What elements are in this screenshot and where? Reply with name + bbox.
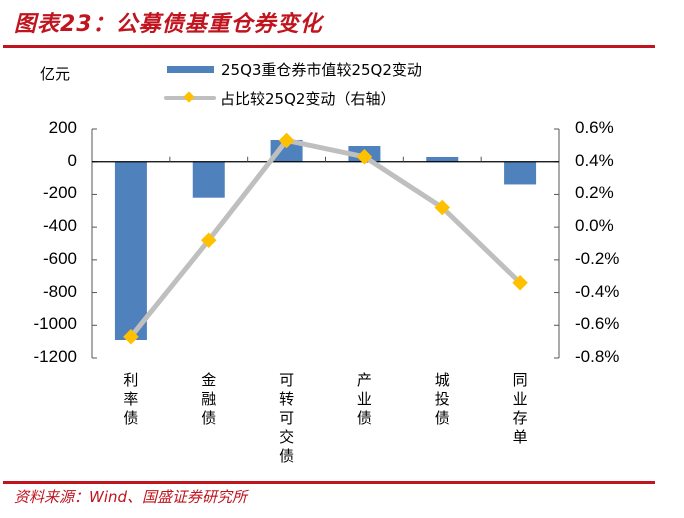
- line-series: [123, 132, 528, 345]
- right-y-tick-label: -0.4%: [575, 281, 620, 301]
- source-note: 资料来源：Wind、国盛证券研究所: [14, 488, 248, 506]
- chart-title: 图表23：公募债基重仓券变化: [14, 12, 323, 37]
- diamond-marker-icon: [278, 132, 295, 149]
- line-swatch-icon: [164, 91, 216, 105]
- legend-line-label: 占比较25Q2变动（右轴）: [220, 89, 396, 108]
- footer-divider: [3, 481, 655, 484]
- diamond-marker-icon: [356, 149, 373, 165]
- bar-4: [426, 156, 459, 162]
- right-y-tick-label: -0.8%: [575, 347, 620, 366]
- diamond-marker-icon: [434, 199, 451, 216]
- x-category-label: 金融债: [201, 371, 217, 427]
- right-y-tick-label: -0.2%: [575, 248, 620, 268]
- x-category-label: 产业债: [356, 371, 372, 427]
- right-y-tick-label: -0.6%: [575, 314, 620, 334]
- x-category-label: 可转可交债: [279, 371, 295, 465]
- left-y-tick-label: -600: [42, 248, 77, 268]
- legend-bar-label: 25Q3重仓券市值较25Q2变动: [221, 60, 422, 79]
- right-y-tick-label: 0.0%: [575, 216, 614, 236]
- axes: [91, 128, 560, 359]
- bar-2: [270, 139, 303, 162]
- left-y-tick-label: -200: [42, 183, 77, 203]
- left-y-tick-label: -1200: [33, 347, 77, 366]
- left-axis-unit: 亿元: [40, 65, 71, 83]
- diamond-marker-icon: [200, 232, 217, 249]
- bar-0: [114, 161, 147, 341]
- left-y-tick-label: 200: [48, 118, 77, 137]
- x-category-label: 城投债: [434, 371, 450, 427]
- left-y-tick-label: -1000: [33, 314, 77, 334]
- bar-5: [504, 161, 537, 185]
- x-category-label: 利率债: [123, 371, 139, 427]
- legend-item-bar: 25Q3重仓券市值较25Q2变动: [164, 59, 422, 79]
- title-divider: [3, 45, 655, 48]
- legend-item-line: 占比较25Q2变动（右轴）: [164, 88, 395, 108]
- bar-1: [192, 161, 225, 198]
- right-y-tick-label: 0.4%: [575, 150, 614, 170]
- bar-swatch-icon: [167, 65, 214, 73]
- left-y-tick-label: 0: [67, 150, 77, 170]
- left-y-tick-label: -400: [42, 216, 77, 236]
- bar-series: [114, 139, 537, 341]
- x-category-label: 同业存单: [512, 371, 528, 446]
- right-y-tick-label: 0.2%: [575, 183, 614, 203]
- diamond-marker-icon: [123, 328, 139, 345]
- right-y-tick-label: 0.6%: [575, 118, 614, 137]
- left-y-tick-label: -800: [42, 281, 77, 301]
